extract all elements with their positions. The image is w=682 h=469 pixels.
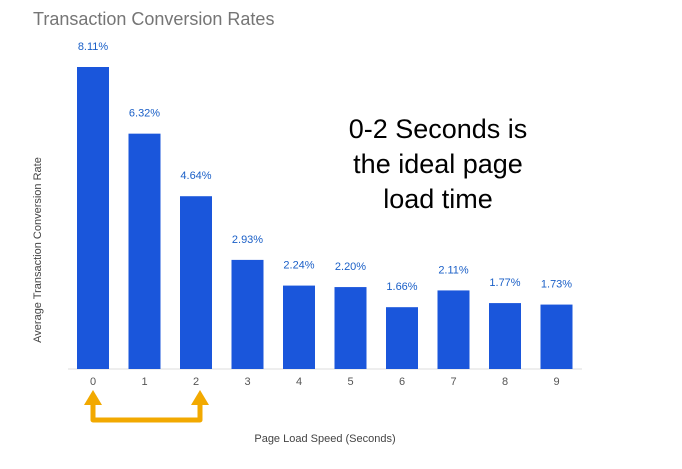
- bar-6: [386, 307, 418, 369]
- data-label-7: 2.11%: [438, 264, 469, 276]
- x-tick-label-8: 8: [502, 376, 508, 388]
- x-tick-label-1: 1: [141, 376, 147, 388]
- data-label-6: 1.66%: [386, 281, 417, 293]
- y-axis-label: Average Transaction Conversion Rate: [32, 157, 44, 343]
- range-bracket-line: [90, 401, 203, 423]
- annotation-line-3: load time: [383, 184, 493, 214]
- data-label-3: 2.93%: [232, 234, 263, 246]
- x-tick-label-4: 4: [296, 376, 302, 388]
- data-label-5: 2.20%: [335, 261, 366, 273]
- chart-title: Transaction Conversion Rates: [33, 9, 274, 29]
- arrow-up-icon: [191, 390, 209, 405]
- bar-4: [283, 285, 315, 369]
- bar-group: 8.11% 0 6.32% 1 4.64% 2 2.93% 3 2.24% 4 2.20% 5 1.66…: [77, 41, 573, 388]
- bar-2: [180, 196, 212, 369]
- data-label-1: 6.32%: [129, 108, 160, 120]
- x-axis-label: Page Load Speed (Seconds): [254, 433, 395, 445]
- bar-1: [128, 133, 161, 369]
- bar-9: [540, 304, 573, 369]
- bar-7: [437, 290, 470, 369]
- range-bracket: [84, 390, 209, 423]
- bar-8: [489, 303, 521, 369]
- x-tick-label-6: 6: [399, 376, 405, 388]
- arrow-up-icon: [84, 390, 102, 405]
- x-tick-label-2: 2: [193, 376, 199, 388]
- x-tick-label-9: 9: [553, 376, 559, 388]
- data-label-4: 2.24%: [283, 260, 314, 272]
- x-tick-label-3: 3: [244, 376, 250, 388]
- bar-0: [77, 67, 109, 369]
- data-label-9: 1.73%: [541, 279, 572, 291]
- data-label-8: 1.77%: [489, 277, 520, 289]
- data-label-0: 8.11%: [78, 41, 109, 53]
- bar-3: [231, 259, 264, 369]
- data-label-2: 4.64%: [180, 170, 211, 182]
- x-tick-label-7: 7: [450, 376, 456, 388]
- annotation-line-1: 0-2 Seconds is: [349, 114, 528, 144]
- x-tick-label-5: 5: [347, 376, 353, 388]
- bar-5: [334, 287, 367, 369]
- x-tick-label-0: 0: [90, 376, 96, 388]
- annotation-line-2: the ideal page: [353, 149, 523, 179]
